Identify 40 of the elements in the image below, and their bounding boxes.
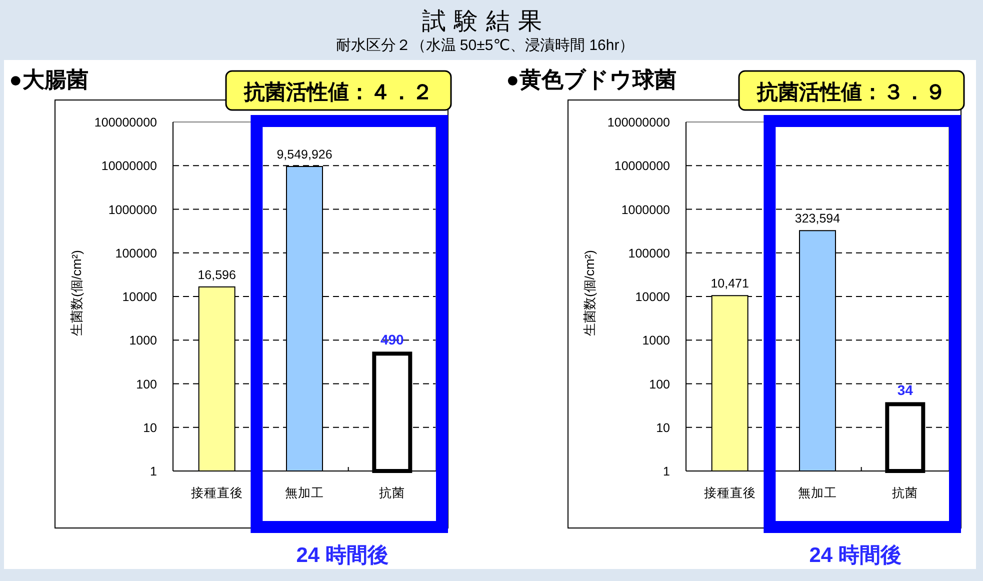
x-tick-label: 接種直後	[190, 486, 243, 500]
x-tick-label: 無加工	[285, 486, 324, 500]
y-tick-label: 1000	[129, 334, 158, 348]
y-tick-label: 10000000	[101, 159, 158, 174]
y-tick-label: 100000000	[94, 116, 158, 130]
y-tick-label: 10	[656, 420, 670, 435]
y-tick-label: 100000000	[607, 116, 670, 130]
y-tick-label: 100	[649, 377, 670, 392]
data-label: 9,549,926	[276, 147, 332, 162]
y-tick-label: 1	[150, 464, 158, 478]
data-label: 323,594	[794, 212, 840, 226]
y-tick-label: 1000	[642, 334, 670, 348]
data-label: 490	[380, 332, 404, 348]
y-tick-label: 1000000	[621, 202, 670, 217]
x-tick-label: 無加工	[798, 486, 837, 500]
y-tick-label: 10000	[122, 290, 158, 304]
data-label: 10,471	[710, 276, 749, 291]
data-label: 34	[897, 382, 914, 398]
text: 24 時間後	[296, 544, 388, 567]
x-tick-label: 抗菌	[892, 486, 918, 500]
y-axis-title: 生菌数(個/cm²)	[582, 250, 597, 336]
y-tick-label: 100	[136, 377, 158, 392]
text: 耐水区分２（水温 50±5℃、浸漬時間 16hr）	[336, 37, 634, 54]
chart-title: ●黄色ブドウ球菌	[506, 67, 676, 92]
x-tick-label: 接種直後	[704, 486, 756, 500]
y-tick-label: 10000000	[614, 159, 670, 174]
x-tick-label: 抗菌	[379, 486, 406, 500]
y-tick-label: 10	[143, 420, 158, 435]
y-tick-label: 10000	[635, 290, 670, 304]
y-tick-label: 1000000	[108, 202, 158, 217]
y-tick-label: 100000	[628, 246, 670, 260]
y-tick-label: 1	[663, 464, 670, 478]
text: 抗菌活性値：３．９	[756, 81, 946, 104]
text: 試験結果	[422, 8, 550, 35]
text: 24 時間後	[809, 544, 902, 567]
y-axis-title: 生菌数(個/cm²)	[69, 250, 84, 336]
text: 抗菌活性値：４．２	[243, 81, 433, 104]
data-label: 16,596	[198, 268, 236, 282]
y-tick-label: 100000	[115, 246, 158, 260]
chart-title: ●大腸菌	[9, 67, 88, 92]
